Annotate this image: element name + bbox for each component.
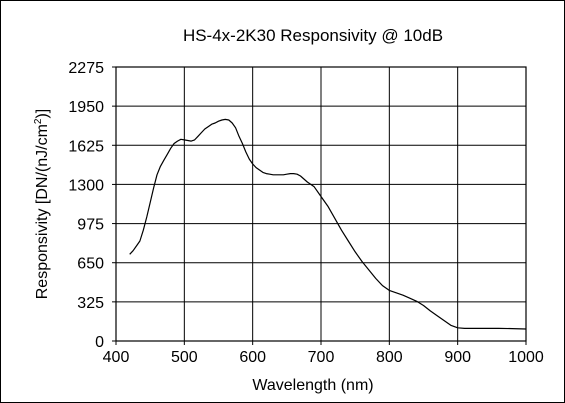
y-axis-label-superscript: 2 <box>33 118 44 124</box>
y-axis-label-main: Responsivity [DN/(nJ/cm <box>34 124 51 299</box>
y-tick-label: 2275 <box>68 60 104 77</box>
x-tick-label: 1000 <box>508 349 544 366</box>
y-axis-label-end: )] <box>34 109 51 119</box>
y-axis-label: Responsivity [DN/(nJ/cm2)] <box>33 109 51 300</box>
grid <box>116 67 526 341</box>
x-axis-label: Wavelength (nm) <box>252 377 373 394</box>
series-layer <box>129 118 527 330</box>
x-tick-label: 600 <box>239 349 266 366</box>
y-tick-label: 0 <box>95 334 104 351</box>
y-tick-label: 1950 <box>68 99 104 116</box>
chart-title: HS-4x-2K30 Responsivity @ 10dB <box>183 26 443 45</box>
x-tick-label: 900 <box>444 349 471 366</box>
y-tick-label: 1300 <box>68 177 104 194</box>
x-tick-label: 800 <box>376 349 403 366</box>
y-axis-ticks: 0 325 650 975 1300 1625 1950 2275 <box>68 60 116 351</box>
x-axis-ticks: 400 500 600 700 800 900 1000 <box>103 341 544 366</box>
responsivity-line <box>129 118 527 330</box>
y-tick-label: 325 <box>77 295 104 312</box>
y-tick-label: 650 <box>77 256 104 273</box>
x-tick-label: 400 <box>103 349 130 366</box>
y-tick-label: 1625 <box>68 138 104 155</box>
x-tick-label: 500 <box>171 349 198 366</box>
x-tick-label: 700 <box>308 349 335 366</box>
y-tick-label: 975 <box>77 217 104 234</box>
